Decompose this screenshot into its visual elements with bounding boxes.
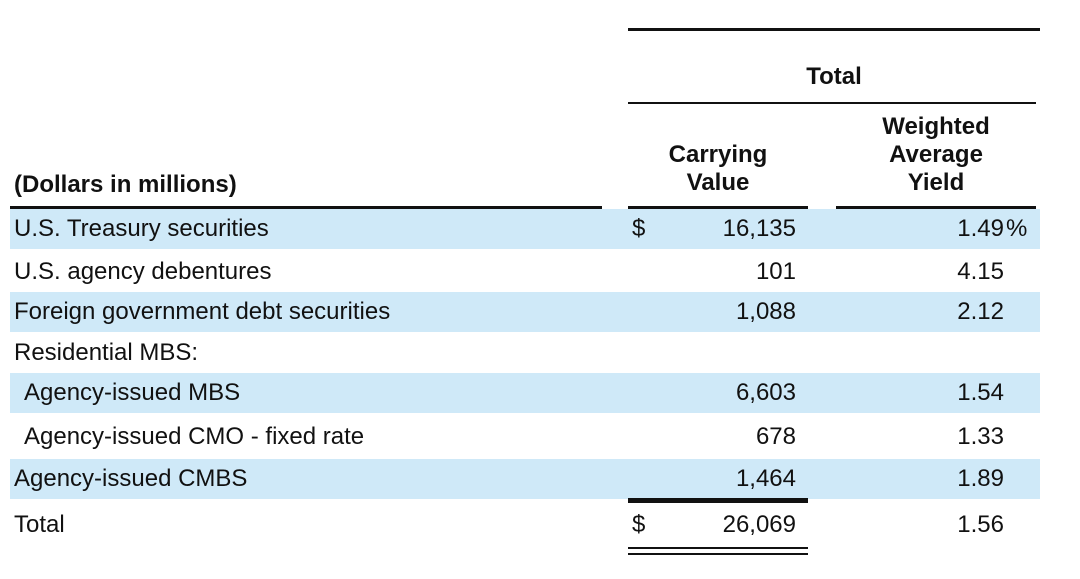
row-label: Total (14, 511, 65, 538)
row-label: Agency-issued CMO - fixed rate (24, 423, 365, 450)
row-label: Residential MBS: (14, 339, 199, 366)
carrying-value: 1,088 (735, 298, 796, 325)
carrying-value: 6,603 (735, 379, 796, 406)
table-row: Residential MBS: (10, 333, 1040, 373)
weighted-average-yield: 1.56 (957, 511, 1004, 538)
table-row: Agency-issued MBS 6,603 1.54 (10, 373, 1040, 413)
header-rule-carrying (628, 206, 808, 209)
total-top-rule (628, 498, 808, 503)
table-row: U.S. Treasury securities $ 16,135 1.49 % (10, 209, 1040, 249)
group-title: Total (806, 63, 862, 90)
group-top-rule (628, 28, 1040, 31)
row-label: U.S. Treasury securities (14, 215, 269, 242)
header-rule-label (10, 206, 602, 209)
percent-sign: % (1006, 215, 1028, 242)
header-rule-yield (836, 206, 1036, 209)
carrying-value: 1,464 (735, 465, 796, 492)
weighted-average-yield: 2.12 (957, 298, 1004, 325)
weighted-average-yield-header: Weighted Average Yield (836, 113, 1036, 197)
row-label: Foreign government debt securities (14, 298, 391, 325)
carrying-value-header-line-1: Carrying (668, 141, 768, 168)
yield-header-line-2: Average (889, 141, 983, 168)
carrying-value: 16,135 (722, 215, 796, 242)
currency-symbol: $ (632, 511, 646, 538)
total-double-rule-bottom (628, 553, 808, 555)
row-label: Agency-issued CMBS (14, 465, 248, 492)
total-row: Total $ 26,069 1.56 (10, 505, 1040, 545)
yield-header-line-3: Yield (907, 169, 965, 196)
table-row: Agency-issued CMBS 1,464 1.89 (10, 459, 1040, 499)
total-double-rule-top (628, 547, 808, 549)
weighted-average-yield: 1.54 (957, 379, 1004, 406)
row-label: U.S. agency debentures (14, 258, 272, 285)
row-label: Agency-issued MBS (24, 379, 241, 406)
carrying-value: 26,069 (722, 511, 796, 538)
currency-symbol: $ (632, 215, 646, 242)
table-row: U.S. agency debentures 101 4.15 (10, 252, 1040, 292)
dollars-in-millions-header: (Dollars in millions) (14, 171, 237, 198)
carrying-value-header-line-2: Value (686, 169, 750, 196)
table-row: Foreign government debt securities 1,088… (10, 292, 1040, 332)
carrying-value: 101 (755, 258, 796, 285)
weighted-average-yield: 1.33 (957, 423, 1004, 450)
carrying-value: 678 (755, 423, 796, 450)
table-row: Agency-issued CMO - fixed rate 678 1.33 (10, 417, 1040, 457)
weighted-average-yield: 1.89 (957, 465, 1004, 492)
group-under-rule (628, 102, 1036, 104)
carrying-value-header: Carrying Value (628, 141, 808, 197)
yield-header-line-1: Weighted (882, 113, 990, 140)
weighted-average-yield: 1.49 (957, 215, 1004, 242)
weighted-average-yield: 4.15 (957, 258, 1004, 285)
